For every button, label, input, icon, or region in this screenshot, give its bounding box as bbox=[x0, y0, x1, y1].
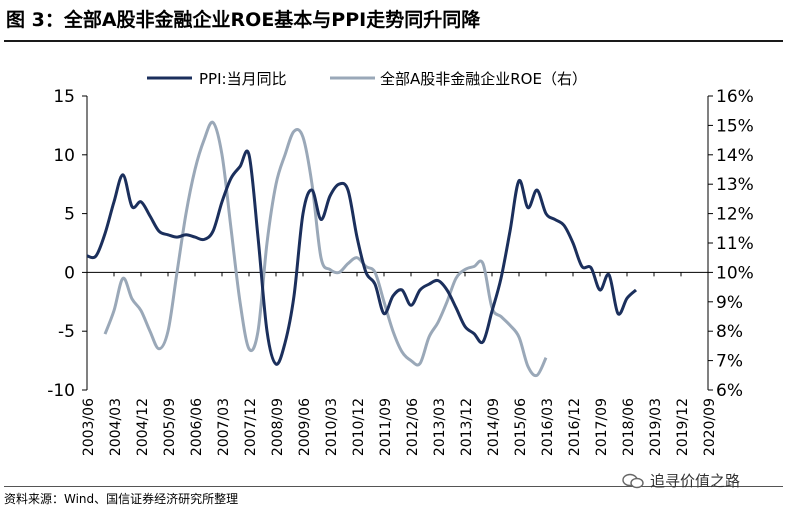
x-tick-label: 2009/06 bbox=[297, 398, 313, 456]
x-tick-label: 2012/06 bbox=[405, 398, 421, 456]
ppi-series-line bbox=[86, 149, 638, 366]
x-tick-label: 2016/03 bbox=[540, 398, 556, 456]
left-tick-label: 0 bbox=[64, 263, 75, 283]
source-note: 资料来源：Wind、国信证券经济研究所整理 bbox=[4, 492, 239, 506]
x-tick-label: 2004/12 bbox=[135, 398, 151, 456]
right-tick-label: 7% bbox=[716, 352, 743, 372]
x-tick-label: 2010/12 bbox=[351, 398, 367, 456]
chart: PPI:当月同比 全部A股非金融企业ROE（右） -10 -5 0 5 10 15 6% 7%… bbox=[47, 70, 754, 456]
right-tick-label: 8% bbox=[716, 322, 743, 342]
x-tick-label: 2019/12 bbox=[675, 398, 691, 456]
x-tick-label: 2007/03 bbox=[216, 398, 232, 456]
left-tick-label: 10 bbox=[53, 146, 75, 166]
title-divider bbox=[4, 40, 783, 42]
roe-series-line bbox=[103, 120, 548, 378]
x-tick-label: 2003/06 bbox=[81, 398, 97, 456]
left-tick-label: -10 bbox=[47, 381, 75, 401]
x-tick-label: 2004/03 bbox=[108, 398, 124, 456]
chart-legend: PPI:当月同比 全部A股非金融企业ROE（右） bbox=[147, 70, 587, 88]
x-tick-label: 2006/06 bbox=[189, 398, 205, 456]
x-tick-label: 2011/09 bbox=[378, 398, 394, 456]
x-tick-label: 2020/09 bbox=[702, 398, 718, 456]
wechat-icon bbox=[622, 473, 644, 488]
right-tick-label: 6% bbox=[716, 381, 743, 401]
left-tick-label: 5 bbox=[64, 205, 75, 225]
x-tick-label: 2014/09 bbox=[486, 398, 502, 456]
right-tick-label: 12% bbox=[716, 205, 754, 225]
x-tick-label: 2019/03 bbox=[648, 398, 664, 456]
left-tick-label: 15 bbox=[53, 87, 75, 107]
x-tick-label: 2016/12 bbox=[567, 398, 583, 456]
chart-series bbox=[86, 120, 638, 378]
x-tick-label: 2015/06 bbox=[513, 398, 529, 456]
x-tick-label: 2017/09 bbox=[594, 398, 610, 456]
source-divider bbox=[4, 486, 783, 487]
x-tick-label: 2007/12 bbox=[243, 398, 259, 456]
legend-label-roe: 全部A股非金融企业ROE（右） bbox=[380, 70, 587, 88]
chart-axes: -10 -5 0 5 10 15 6% 7% 8% 9% 10% 11% 12% 13% 14% 15% 16%… bbox=[47, 87, 754, 456]
x-tick-label: 2013/12 bbox=[459, 398, 475, 456]
legend-label-ppi: PPI:当月同比 bbox=[199, 70, 287, 88]
x-tick-label: 2010/03 bbox=[324, 398, 340, 456]
right-tick-label: 15% bbox=[716, 116, 754, 136]
right-tick-label: 14% bbox=[716, 146, 754, 166]
x-tick-label: 2005/09 bbox=[162, 398, 178, 456]
right-tick-label: 11% bbox=[716, 234, 754, 254]
right-tick-label: 9% bbox=[716, 293, 743, 313]
watermark-text: 追寻价值之路 bbox=[650, 472, 741, 490]
right-tick-label: 13% bbox=[716, 175, 754, 195]
left-tick-label: -5 bbox=[58, 322, 75, 342]
x-tick-label: 2018/06 bbox=[621, 398, 637, 456]
figure-title: 图 3：全部A股非金融企业ROE基本与PPI走势同升同降 bbox=[6, 9, 481, 31]
watermark: 追寻价值之路 bbox=[622, 470, 740, 491]
x-tick-label: 2013/03 bbox=[432, 398, 448, 456]
right-tick-label: 10% bbox=[716, 263, 754, 283]
x-tick-label: 2008/09 bbox=[270, 398, 286, 456]
right-tick-label: 16% bbox=[716, 87, 754, 107]
